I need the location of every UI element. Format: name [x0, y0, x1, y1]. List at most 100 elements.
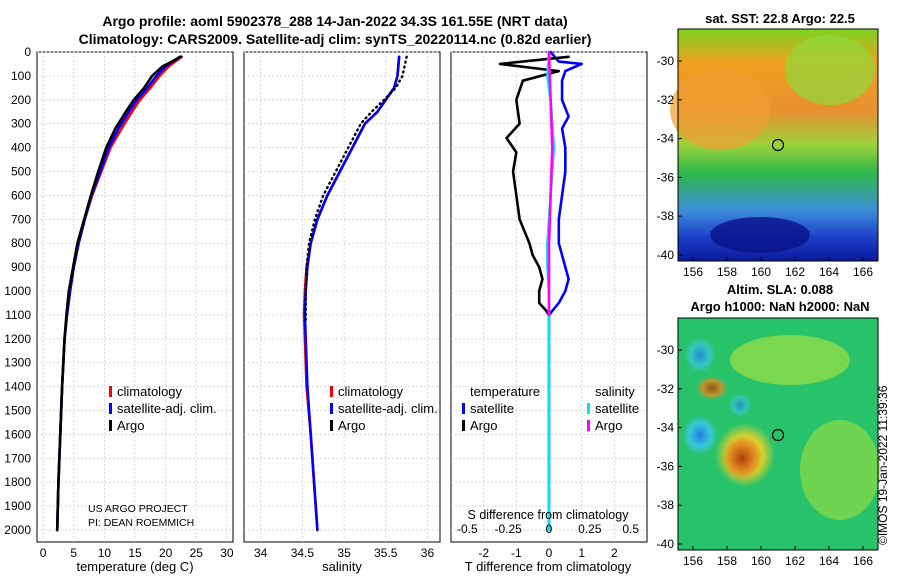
sla-argo-location-marker: [771, 428, 785, 442]
project-label-2: PI: DEAN ROEMMICH: [88, 517, 194, 529]
x-tick-label: 10: [98, 546, 112, 560]
x-tick-label: 34: [254, 546, 268, 560]
difference-xlabel: T difference from climatology: [465, 559, 632, 574]
y-tick-label: 1900: [4, 499, 31, 513]
y-tick-label: 1800: [4, 475, 31, 489]
salinity-plot-frame: [243, 51, 441, 543]
map-y-tick-label: -36: [657, 459, 675, 473]
x-tick-label: -1: [511, 546, 522, 560]
y-tick-label: 1300: [4, 356, 31, 370]
x-top-tick-label: -0.25: [494, 522, 522, 536]
map-x-tick-label: 160: [751, 265, 771, 279]
y-tick-label: 800: [11, 236, 31, 250]
series-line-temperature-satellite: [547, 50, 583, 532]
legend-label-satellite: satellite-adj. clim.: [338, 401, 438, 416]
temperature-panel: 0100200300400500600700800900100011001200…: [4, 45, 234, 574]
y-tick-label: 600: [11, 188, 31, 202]
map-y-tick-label: -36: [657, 170, 675, 184]
project-label-1: US ARGO PROJECT: [88, 503, 188, 515]
map-y-tick-label: -34: [657, 421, 675, 435]
legend-label-temp-argo: Argo: [470, 418, 497, 433]
x-tick-label: 30: [220, 546, 234, 560]
x-tick-label: 25: [190, 546, 204, 560]
y-tick-label: 2000: [4, 523, 31, 537]
legend-swatch-satellite: [109, 403, 112, 414]
difference-legend: temperature salinity satellite Argo sate…: [462, 384, 639, 433]
x-top-tick-label: 0.5: [622, 522, 639, 536]
y-tick-label: 0: [24, 45, 31, 59]
x-tick-label: 0: [546, 546, 553, 560]
legend-swatch-satellite: [330, 403, 333, 414]
y-tick-label: 1700: [4, 451, 31, 465]
series-line-satellite-adj-clim-: [303, 55, 401, 532]
map-x-tick-label: 162: [785, 265, 805, 279]
map-y-tick-label: -32: [657, 93, 675, 107]
sla-cool-eddy-2: [684, 337, 716, 373]
y-tick-label: 900: [11, 260, 31, 274]
sst-map-title: sat. SST: 22.8 Argo: 22.5: [705, 11, 855, 26]
x-top-tick-label: 0.25: [578, 522, 602, 536]
sla-map-title-line1: Altim. SLA: 0.088: [726, 282, 834, 297]
sla-cool-eddy-3: [728, 393, 752, 417]
legend-swatch-argo: [330, 420, 333, 431]
map-x-tick-label: 160: [751, 554, 771, 568]
series-line-temperature-argo: [498, 55, 570, 317]
sst-map-frame: [677, 28, 879, 262]
x-top-tick-label: -0.5: [457, 522, 478, 536]
x-tick-label: 5: [70, 546, 77, 560]
y-tick-label: 200: [11, 93, 31, 107]
salinity-legend: climatology satellite-adj. clim. Argo: [330, 384, 438, 433]
y-tick-label: 700: [11, 212, 31, 226]
y-tick-label: 300: [11, 117, 31, 131]
sla-warm-patch-2: [696, 376, 728, 400]
map-x-tick-label: 166: [853, 265, 873, 279]
x-tick-label: 34.5: [291, 546, 315, 560]
difference-panel: -2 -1 0 1 2 -0.5 -0.25 0 0.25 0.5 S difference fr…: [450, 50, 648, 574]
legend-label-argo: Argo: [338, 418, 365, 433]
map-x-tick-label: 158: [717, 265, 737, 279]
map-x-tick-label: 166: [853, 554, 873, 568]
x-tick-label: 0: [40, 546, 47, 560]
series-line-argo: [304, 55, 408, 321]
map-x-tick-label: 164: [819, 554, 839, 568]
sla-map-frame: [677, 317, 879, 551]
legend-header-salinity: salinity: [595, 384, 635, 399]
legend-label-satellite: satellite-adj. clim.: [117, 401, 217, 416]
legend-swatch-temp-satellite: [462, 403, 465, 414]
map-y-tick-label: -32: [657, 382, 675, 396]
map-y-tick-label: -30: [657, 343, 675, 357]
sla-light-band-1: [730, 335, 850, 385]
sst-argo-location-marker: [771, 138, 785, 152]
x-tick-label: 20: [159, 546, 173, 560]
legend-label-sal-satellite: satellite: [595, 401, 639, 416]
map-x-tick-label: 162: [785, 554, 805, 568]
figure-title-line2: Climatology: CARS2009. Satellite-adj cli…: [78, 31, 592, 47]
map-y-tick-label: -30: [657, 54, 675, 68]
sla-hot-eddy: [722, 436, 762, 480]
legend-swatch-climatology: [330, 386, 333, 397]
y-tick-label: 1500: [4, 404, 31, 418]
x-tick-label: 2: [611, 546, 618, 560]
legend-label-sal-argo: Argo: [595, 418, 622, 433]
map-y-tick-label: -40: [657, 248, 675, 262]
sla-cool-eddy-1: [682, 415, 718, 455]
legend-swatch-sal-satellite: [587, 403, 590, 414]
temperature-xlabel: temperature (deg C): [76, 559, 193, 574]
map-x-tick-label: 156: [683, 554, 703, 568]
y-tick-label: 1200: [4, 332, 31, 346]
x-top-tick-label: 0: [546, 522, 553, 536]
y-tick-label: 1400: [4, 380, 31, 394]
y-tick-label: 1600: [4, 427, 31, 441]
temperature-legend: climatology satellite-adj. clim. Argo: [109, 384, 217, 433]
map-x-tick-label: 158: [717, 554, 737, 568]
y-tick-label: 400: [11, 141, 31, 155]
sst-cool-patch: [710, 217, 810, 253]
sla-light-band-2: [800, 420, 880, 520]
legend-swatch-argo: [109, 420, 112, 431]
y-tick-label: 500: [11, 165, 31, 179]
legend-label-climatology: climatology: [338, 384, 404, 399]
sst-warm-patch: [670, 70, 770, 150]
x-tick-label: 35.5: [374, 546, 398, 560]
salinity-panel: 34 34.5 35 35.5 36 salinity climatology sate…: [243, 51, 441, 574]
